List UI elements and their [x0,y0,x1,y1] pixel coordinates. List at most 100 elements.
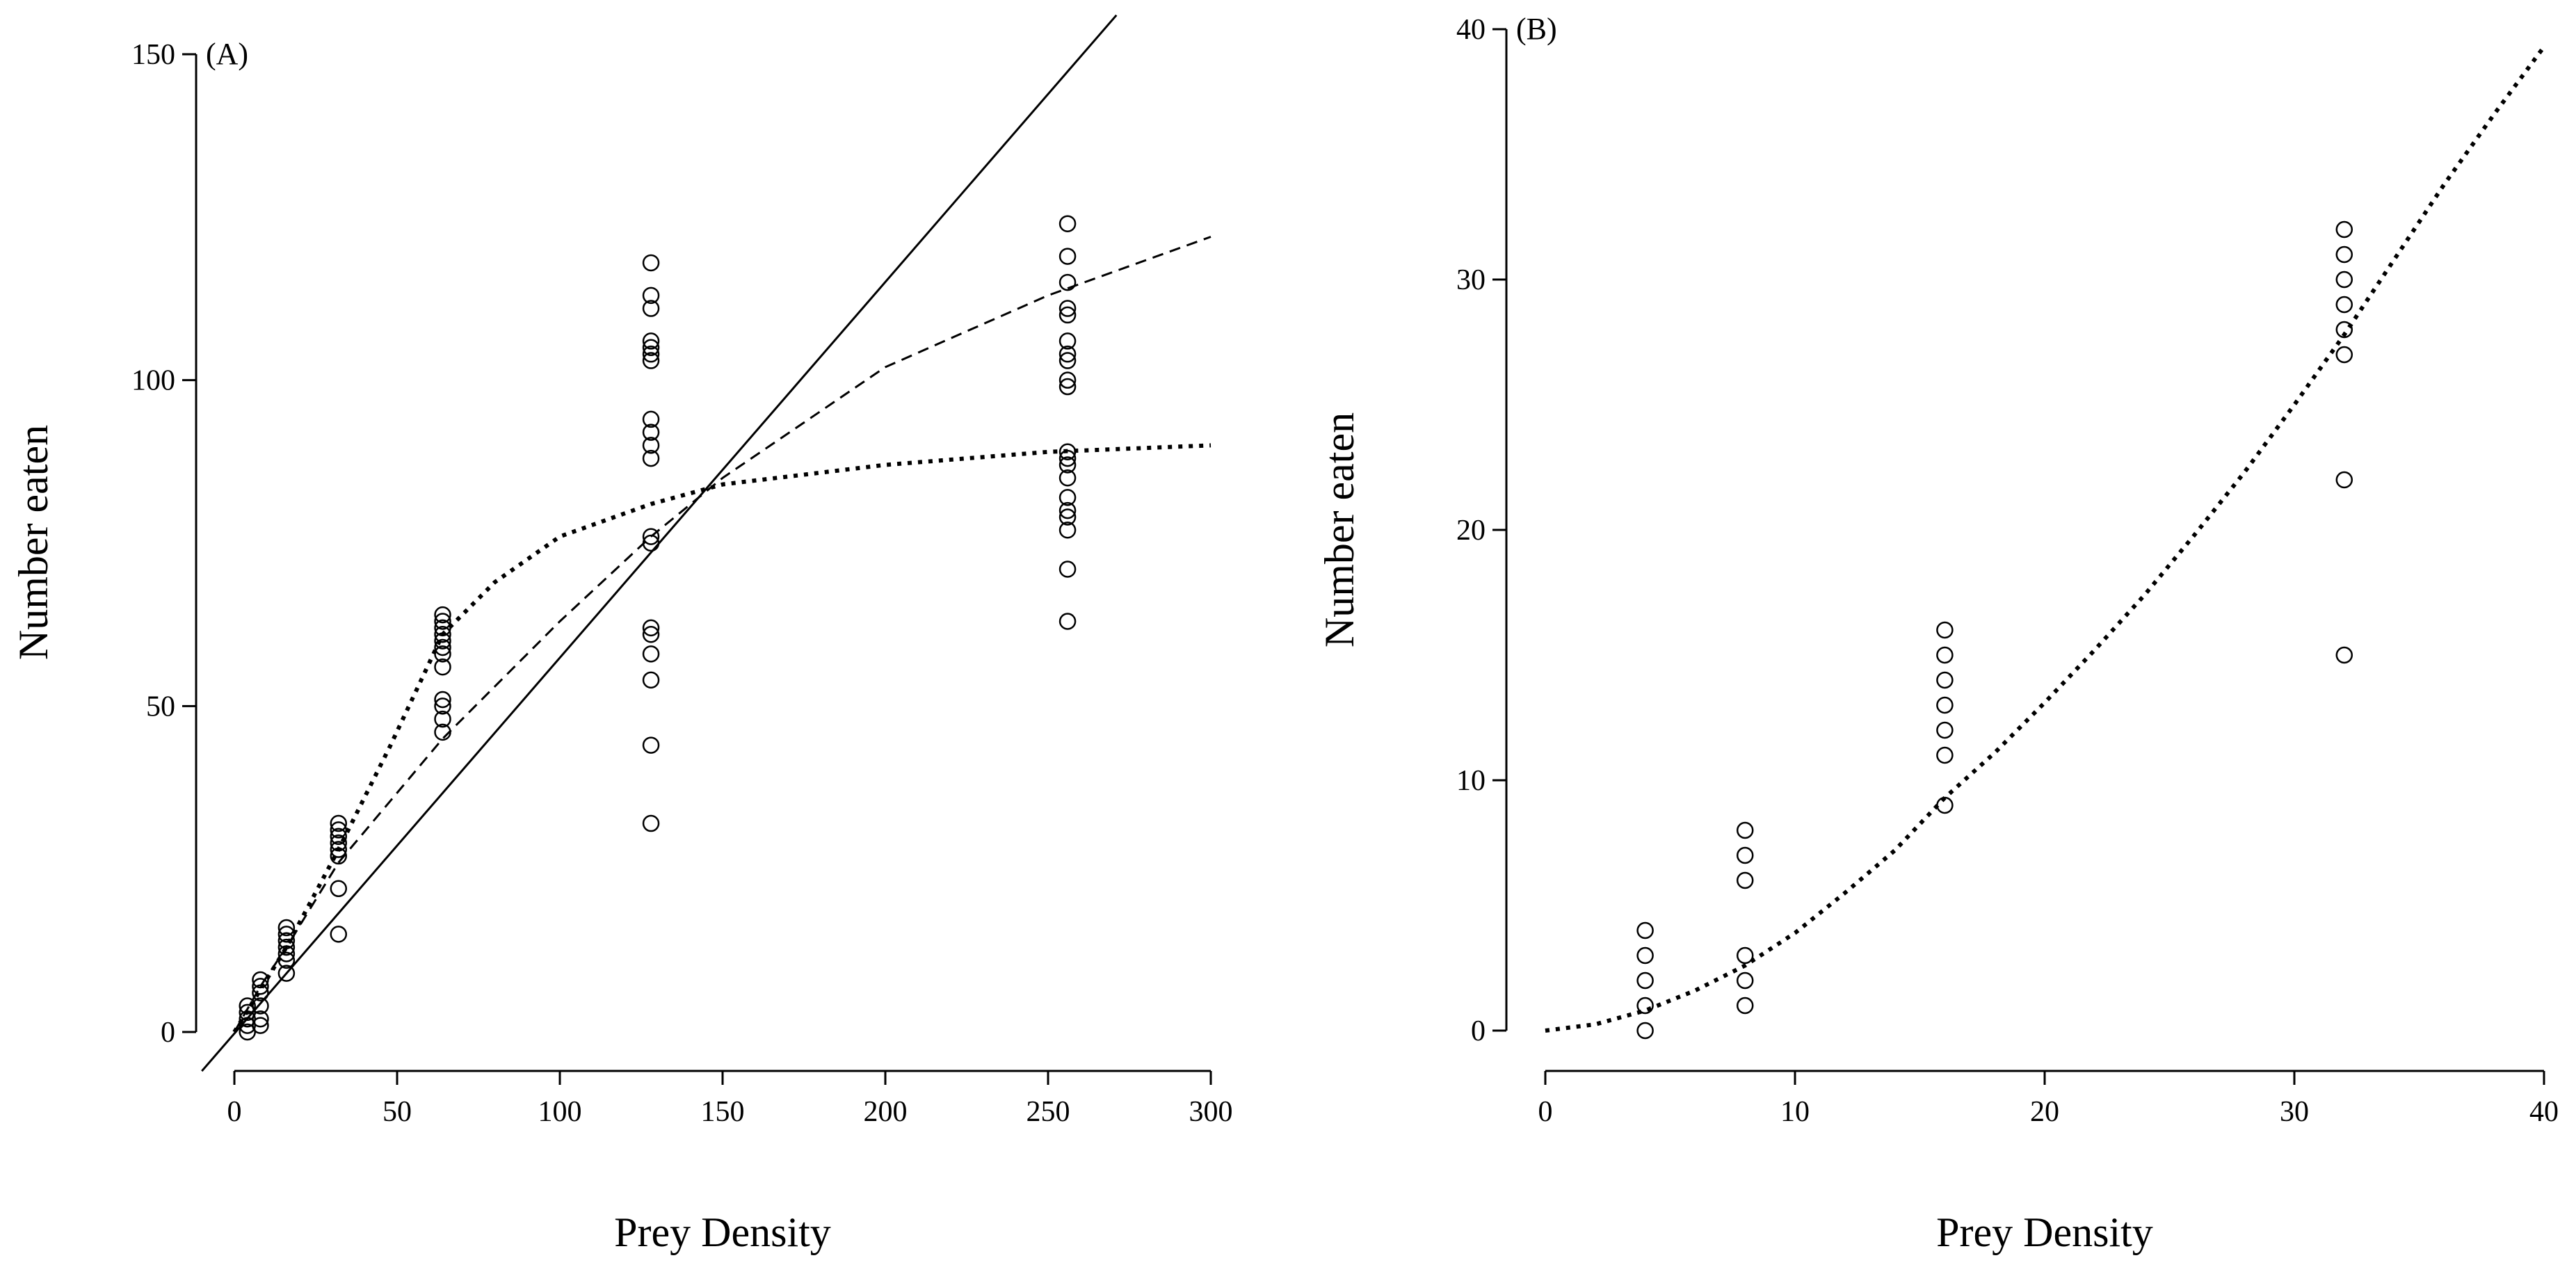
panel-b-y-tick-label: 0 [1471,1015,1486,1047]
panel-a-fit-lines [201,14,1211,1072]
panel-a-data-point [642,736,660,754]
panel-a-data-point [252,1017,269,1034]
panel-a-x-axis-title: Prey Density [614,1209,831,1255]
panel-b-data-point [2335,321,2353,339]
panel-b-x-tick-label: 20 [2030,1096,2059,1128]
panel-a-data-point [434,645,451,663]
panel-a-data-point [434,619,451,637]
panel-b-y-ticks: 0 10 20 30 40 [1456,14,1506,1047]
panel-b-data-point [1936,646,1954,664]
panel-a-data-point [434,691,451,709]
panel-a-data-point [1058,332,1077,350]
panel-a-y-tick-label: 50 [146,691,175,723]
panel-b-data-point [2335,471,2353,489]
panel-a-data-point [239,997,256,1015]
panel-a-y-ticks: 0 50 100 150 [131,39,196,1049]
panel-a-data-point [434,606,451,624]
panel-b-dotted-line [1545,45,2546,1033]
panel-a-data-point [434,625,451,643]
panel-b-x-tick-label: 10 [1780,1096,1810,1128]
panel-a-data-point [1058,300,1077,317]
panel-b-fit-lines [1545,45,2546,1033]
panel-a-data-point [642,345,660,363]
panel-a-data-point [1058,561,1077,578]
panel-a-data-point [1058,371,1077,389]
panel-a-data-point [642,814,660,832]
panel-a-dashed-line [233,236,1211,1033]
panel-a-data-point [642,671,660,689]
panel-a-data-point [642,449,660,467]
panel-b-data-point [1636,997,1654,1015]
panel-a-x-tick-label: 300 [1189,1096,1233,1128]
panel-a-data-point [330,926,348,943]
panel-a-data-point [330,814,348,832]
panel-b-x-tick-label: 40 [2529,1096,2559,1128]
panel-a-data-point [642,645,660,663]
panel-a-data-point [642,339,660,357]
panel-a-data-point [642,300,660,317]
panel-a-data-point [252,971,269,989]
panel-a-data-point [434,723,451,741]
panel-b-data-point [1736,971,1754,990]
panel-a-data-point [642,528,660,545]
panel-b-data-point [2335,271,2353,289]
panel-b-y-axis-title: Number eaten [1317,412,1362,647]
panel-a-data-point [277,945,296,962]
panel-b-data-point [2335,220,2353,239]
panel-a-x-tick-label: 200 [864,1096,908,1128]
panel-a-data-point [252,997,269,1015]
panel-a-data-point [1058,469,1077,487]
panel-b-data-point [1636,946,1654,965]
panel-a-data-point [642,410,660,428]
panel-a-y-tick-label: 150 [131,39,175,71]
panel-b-y-tick-label: 30 [1456,264,1486,296]
panel-b-data-point [1936,671,1954,689]
panel-a-data-point [642,534,660,552]
panel-b-data-point [1936,621,1954,639]
panel-a-data-point [434,710,451,728]
panel-a-data-point [330,841,348,858]
panel-a-x-tick-label: 150 [701,1096,745,1128]
panel-a-data-point [277,932,296,950]
panel-a-data-point [277,965,296,982]
panel-a-data-point [277,938,296,956]
panel-b-data-point [1736,871,1754,889]
panel-a-data-point [330,834,348,852]
panel-a-data-point [642,625,660,643]
panel-a-data-point [642,332,660,350]
panel-b-data-point [1936,696,1954,714]
panel-a-x-ticks: 0 50 100 150 200 250 300 [227,1071,1233,1128]
panel-a-data-point [1058,456,1077,474]
panel-b-x-tick-label: 0 [1538,1096,1553,1128]
panel-b-y-tick-label: 10 [1456,765,1486,797]
panel-a-y-tick-label: 100 [131,365,175,397]
panel-a-data-point [1058,352,1077,369]
panel-b-data-point [1736,846,1754,864]
panel-a-data-point [252,1010,269,1028]
panel-b-data-point [2335,646,2353,664]
panel-a-data-point [277,919,296,937]
panel-a-x-tick-label: 100 [538,1096,582,1128]
panel-a-data-point [642,424,660,441]
panel-a-data-point [434,632,451,650]
panel-a-data-point [330,821,348,839]
panel-b-data-point [2335,346,2353,364]
panel-b-x-tick-label: 30 [2280,1096,2309,1128]
panel-a-data-point [642,437,660,454]
panel-a-data-point [1058,522,1077,539]
panel-a-data-point [1058,306,1077,324]
panel-b-data-point [1736,997,1754,1015]
panel-a-points [239,215,1077,1041]
panel-b-data-point [2335,245,2353,264]
panel-a-data-point [330,880,348,898]
panel-a-data-point [1058,489,1077,506]
panel-a-x-tick-label: 0 [227,1096,242,1128]
panel-a-x-tick-label: 50 [383,1096,412,1128]
panel-b-label: (B) [1516,12,1557,46]
panel-a-y-axis-title: Number eaten [10,425,56,660]
panel-a-data-point [1058,273,1077,291]
panel-a-data-point [1058,501,1077,519]
panel-b-data-point [1736,946,1754,965]
panel-a-data-point [277,926,296,943]
